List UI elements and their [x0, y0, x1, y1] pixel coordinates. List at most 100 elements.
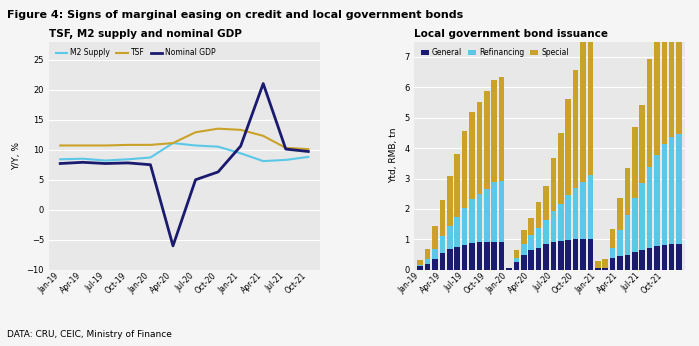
Nominal GDP [78, 160, 87, 164]
TSF [78, 143, 87, 147]
Bar [440, 236, 445, 253]
Bar [432, 226, 438, 248]
Bar [661, 245, 667, 270]
TSF [304, 147, 312, 151]
Nominal GDP [168, 244, 177, 248]
Bar [588, 239, 593, 270]
Bar [625, 255, 630, 270]
Text: Local government bond issuance: Local government bond issuance [415, 29, 608, 39]
Bar [484, 189, 489, 242]
Bar [514, 258, 519, 262]
Bar [640, 106, 645, 183]
Nominal GDP [101, 162, 110, 166]
Line: M2 Supply: M2 Supply [60, 143, 308, 161]
Bar [632, 252, 637, 270]
Bar [565, 240, 571, 270]
Bar [617, 256, 623, 270]
Bar [661, 144, 667, 245]
Bar [514, 250, 519, 258]
Bar [491, 182, 497, 242]
Bar [565, 195, 571, 240]
Bar [491, 80, 497, 182]
Bar [610, 229, 615, 248]
Bar [462, 131, 468, 208]
Bar [484, 91, 489, 189]
Bar [595, 261, 600, 268]
Bar [499, 77, 505, 181]
Bar [528, 218, 534, 235]
Bar [528, 235, 534, 250]
Bar [469, 112, 475, 199]
TSF [282, 146, 290, 150]
Y-axis label: Ytd, RMB, tn: Ytd, RMB, tn [389, 128, 398, 183]
Bar [677, 244, 682, 270]
TSF [214, 127, 222, 131]
Bar [447, 249, 453, 270]
Bar [588, 12, 593, 175]
Bar [506, 268, 512, 270]
TSF [192, 130, 200, 134]
Bar [572, 188, 578, 239]
Bar [417, 260, 423, 265]
M2 Supply [101, 158, 110, 163]
Bar [632, 198, 637, 252]
Bar [447, 226, 453, 249]
Bar [477, 102, 482, 194]
Bar [669, 0, 675, 137]
M2 Supply [214, 145, 222, 149]
Bar [632, 127, 637, 198]
M2 Supply [192, 143, 200, 147]
Y-axis label: Y/Y, %: Y/Y, % [12, 142, 21, 170]
Bar [543, 244, 549, 270]
M2 Supply [168, 141, 177, 145]
Nominal GDP [259, 82, 268, 86]
TSF [124, 143, 132, 147]
Nominal GDP [146, 163, 154, 167]
Bar [440, 200, 445, 236]
M2 Supply [56, 157, 64, 161]
Bar [558, 133, 563, 204]
Legend: M2 Supply, TSF, Nominal GDP: M2 Supply, TSF, Nominal GDP [52, 45, 219, 61]
Bar [499, 181, 505, 242]
Bar [543, 186, 549, 220]
Bar [677, 134, 682, 244]
Nominal GDP [304, 149, 312, 154]
Bar [558, 241, 563, 270]
Nominal GDP [282, 147, 290, 151]
Bar [580, 239, 586, 270]
Bar [469, 243, 475, 270]
Bar [610, 258, 615, 270]
M2 Supply [259, 159, 268, 163]
Bar [454, 217, 460, 247]
TSF [101, 143, 110, 147]
Nominal GDP [56, 162, 64, 166]
Bar [588, 175, 593, 239]
Bar [610, 248, 615, 258]
Bar [425, 259, 431, 264]
Line: Nominal GDP: Nominal GDP [60, 84, 308, 246]
Bar [595, 268, 600, 270]
Bar [514, 262, 519, 270]
Bar [565, 99, 571, 195]
Bar [521, 255, 526, 270]
Bar [454, 247, 460, 270]
Bar [469, 199, 475, 243]
Bar [654, 155, 660, 246]
Bar [462, 245, 468, 270]
Bar [669, 244, 675, 270]
Nominal GDP [214, 170, 222, 174]
Bar [447, 176, 453, 226]
Bar [536, 202, 541, 228]
M2 Supply [282, 158, 290, 162]
Text: Figure 4: Signs of marginal easing on credit and local government bonds: Figure 4: Signs of marginal easing on cr… [7, 10, 463, 20]
Bar [417, 266, 423, 270]
Nominal GDP [192, 177, 200, 182]
Bar [677, 0, 682, 134]
Bar [454, 154, 460, 217]
Bar [425, 264, 431, 270]
Bar [462, 208, 468, 245]
Bar [572, 71, 578, 188]
TSF [168, 141, 177, 145]
Bar [521, 230, 526, 244]
Bar [580, 182, 586, 239]
